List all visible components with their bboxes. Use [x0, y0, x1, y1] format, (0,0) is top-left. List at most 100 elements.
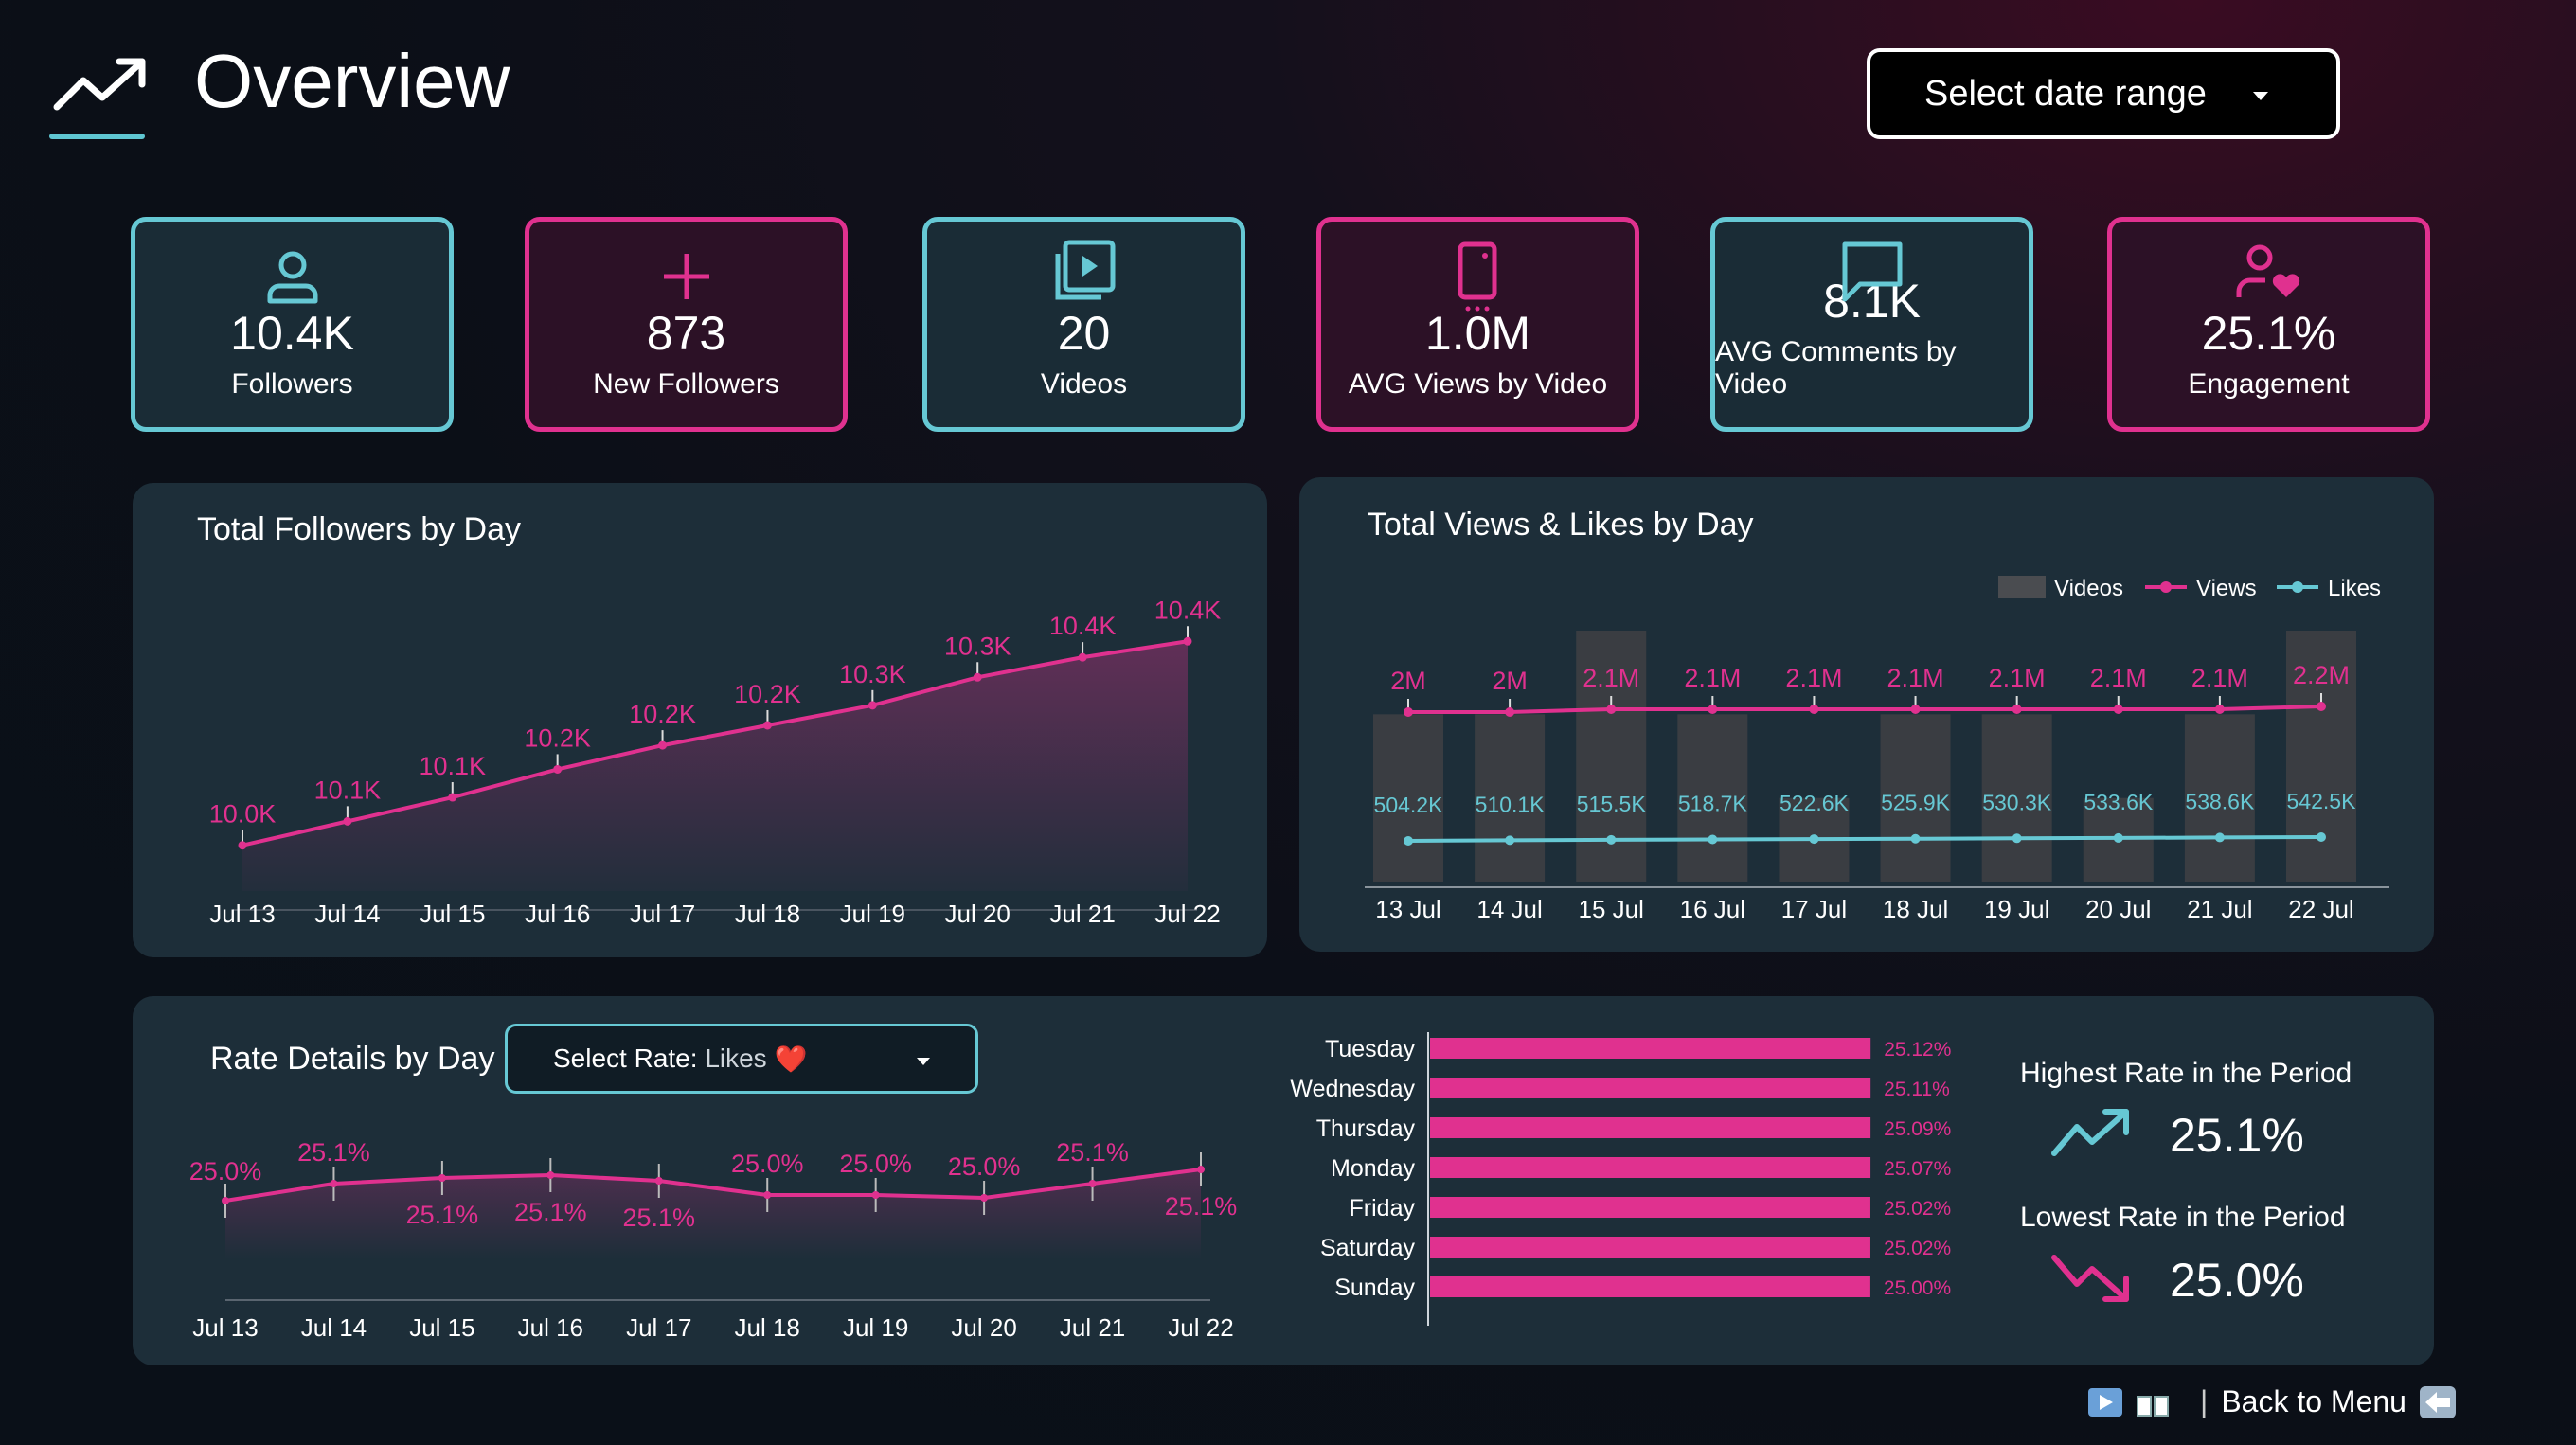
followers-chart: 10.0K Jul 13 10.1K Jul 14 10.1K Jul 15 10.2K Ju…	[209, 596, 1222, 928]
kpi-value: 873	[646, 307, 726, 360]
likes-point	[2012, 833, 2022, 844]
followers-data-label: 10.4K	[1049, 612, 1117, 640]
followers-data-label: 10.3K	[839, 660, 906, 688]
videos-bar	[1677, 714, 1748, 882]
views-point	[1910, 705, 1921, 714]
kpi-card-avg-comments: 8.1K AVG Comments by Video	[1710, 217, 2033, 432]
rate-select-value: Likes	[705, 1044, 767, 1073]
weekday-value-label: 25.12%	[1884, 1039, 1951, 1061]
weekday-bar	[1430, 1276, 1870, 1297]
book-icon[interactable]	[2136, 1390, 2170, 1417]
followers-area	[242, 641, 1188, 891]
weekday-value-label: 25.02%	[1884, 1198, 1951, 1220]
followers-point	[973, 672, 982, 682]
likes-data-label: 522.6K	[1780, 791, 1850, 815]
followers-x-tick-label: Jul 16	[525, 900, 590, 928]
play-icon[interactable]	[2088, 1387, 2122, 1417]
weekday-value-label: 25.11%	[1884, 1079, 1950, 1100]
views-data-label: 2.2M	[2293, 661, 2350, 689]
views-data-label: 2.1M	[2191, 664, 2248, 692]
rate-point	[871, 1191, 880, 1199]
page-title: Overview	[194, 39, 510, 123]
followers-point	[658, 740, 668, 750]
weekday-label: Wednesday	[1290, 1076, 1415, 1102]
views-x-tick-label: 18 Jul	[1883, 895, 1948, 923]
videos-bar	[1981, 714, 2052, 882]
followers-data-label: 10.3K	[944, 632, 1011, 660]
views-point	[1606, 705, 1617, 714]
weekday-bar-chart: Tuesday 25.12% Wednesday 25.11% Thursday 25.0…	[1290, 1032, 1951, 1326]
weekday-value-label: 25.02%	[1884, 1238, 1951, 1259]
rate-point	[546, 1171, 555, 1179]
followers-point	[868, 701, 877, 710]
rate-x-tick-label: Jul 14	[301, 1313, 367, 1342]
kpi-card-avg-views: 1.0M AVG Views by Video	[1316, 217, 1639, 432]
likes-point	[1708, 834, 1718, 845]
weekday-bar	[1430, 1117, 1871, 1138]
weekday-bar	[1430, 1038, 1871, 1059]
views-data-label: 2.1M	[1989, 664, 2046, 692]
heart-icon: ❤️	[774, 1044, 808, 1074]
videos-bar	[1373, 714, 1443, 882]
weekday-bar	[1430, 1078, 1871, 1098]
views-data-label: 2M	[1492, 667, 1528, 695]
views-point	[1708, 705, 1718, 714]
weekday-label: Thursday	[1316, 1115, 1416, 1142]
followers-data-label: 10.1K	[419, 752, 486, 780]
kpi-value: 20	[1057, 307, 1111, 360]
title-underline	[49, 134, 145, 139]
rate-line-chart: 25.0% Jul 13 25.1% Jul 14 25.1% Jul 15 25.1% Ju…	[189, 1138, 1238, 1342]
followers-x-tick-label: Jul 19	[840, 900, 905, 928]
likes-data-label: 510.1K	[1476, 792, 1546, 816]
back-to-menu-link[interactable]: Back to Menu	[2221, 1384, 2406, 1418]
legend-likes-label: Likes	[2328, 576, 2381, 601]
rate-x-tick-label: Jul 15	[409, 1313, 474, 1342]
likes-data-label: 542.5K	[2287, 789, 2357, 813]
views-point	[2012, 705, 2022, 714]
rate-data-label: 25.1%	[1056, 1138, 1129, 1167]
weekday-label: Sunday	[1334, 1275, 1415, 1301]
followers-x-tick-label: Jul 22	[1154, 900, 1220, 928]
videos-bar	[2184, 714, 2255, 882]
rate-x-tick-label: Jul 20	[951, 1313, 1016, 1342]
videos-bar	[1475, 714, 1546, 882]
legend-videos-label: Videos	[2054, 576, 2123, 601]
legend-views-marker	[2160, 581, 2172, 593]
chevron-down-icon	[917, 1058, 930, 1065]
footer-divider: |	[2200, 1384, 2209, 1418]
followers-x-tick-label: Jul 21	[1049, 900, 1115, 928]
footer-nav: | Back to Menu	[2088, 1384, 2456, 1419]
rate-select[interactable]: Select Rate: Likes ❤️	[505, 1024, 978, 1094]
followers-x-tick-label: Jul 20	[945, 900, 1011, 928]
views-x-tick-label: 19 Jul	[1984, 895, 2049, 923]
user-icon	[264, 248, 321, 310]
rate-select-prefix: Select Rate:	[553, 1044, 698, 1073]
legend-views-label: Views	[2196, 576, 2257, 601]
followers-chart-title: Total Followers by Day	[197, 511, 522, 547]
back-arrow-icon[interactable]	[2419, 1385, 2456, 1418]
date-range-select[interactable]: Select date range	[1867, 48, 2340, 139]
likes-point	[2113, 832, 2123, 843]
views-point	[2113, 705, 2123, 714]
followers-line	[242, 639, 1189, 847]
likes-data-label: 538.6K	[2185, 789, 2255, 813]
likes-point	[1404, 836, 1413, 846]
highest-rate-label: Highest Rate in the Period	[2020, 1058, 2352, 1089]
kpi-label: Videos	[1040, 368, 1128, 400]
rate-point	[1088, 1180, 1097, 1187]
rate-data-label: 25.1%	[514, 1198, 587, 1226]
views-line	[1408, 705, 2322, 714]
views-point	[1404, 707, 1413, 717]
kpi-value: 10.4K	[230, 307, 354, 360]
views-point	[2214, 705, 2225, 714]
weekday-value-label: 25.00%	[1884, 1277, 1951, 1299]
weekday-label: Saturday	[1320, 1235, 1416, 1261]
rate-x-tick-label: Jul 13	[192, 1313, 258, 1342]
user-heart-icon	[2235, 242, 2303, 308]
rate-point	[1197, 1166, 1205, 1173]
followers-point	[238, 841, 247, 850]
likes-data-label: 525.9K	[1881, 791, 1951, 815]
legend-likes-marker	[2292, 581, 2303, 593]
likes-point	[1606, 834, 1617, 845]
rate-point	[980, 1194, 989, 1202]
